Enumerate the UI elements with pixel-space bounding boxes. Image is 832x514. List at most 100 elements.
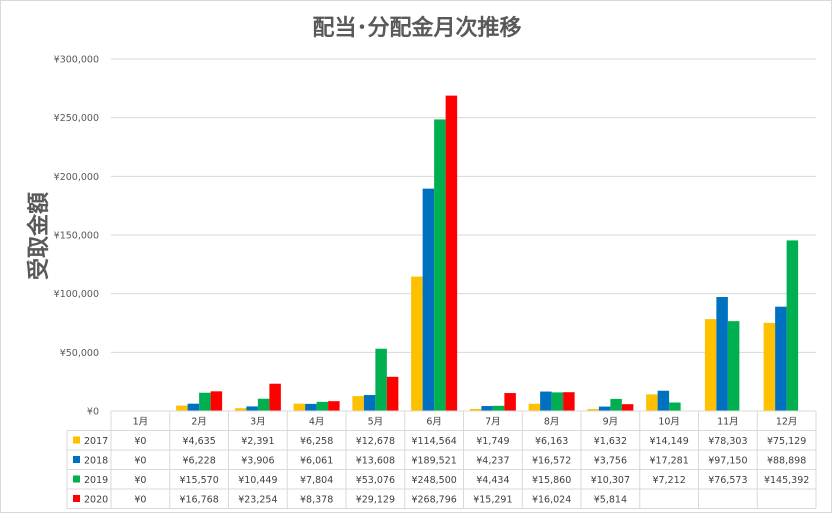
y-tick-label: ¥300,000 <box>54 55 99 66</box>
data-cell: ¥6,163 <box>535 436 568 447</box>
data-cell: ¥78,303 <box>708 436 747 447</box>
x-category-label: 10月 <box>658 417 680 428</box>
data-cell: ¥15,570 <box>179 475 218 486</box>
x-category-label: 3月 <box>250 417 266 428</box>
x-category-label: 9月 <box>603 417 619 428</box>
chart-title: 配当･分配金月次推移 <box>312 15 521 41</box>
data-cell: ¥13,608 <box>356 456 395 467</box>
x-category-label: 11月 <box>717 417 739 428</box>
data-cell: ¥75,129 <box>767 436 806 447</box>
y-tick-label: ¥200,000 <box>54 172 99 183</box>
data-cell: ¥76,573 <box>708 475 747 486</box>
bar-2017-8 <box>587 409 599 411</box>
bar-2017-3 <box>293 403 306 411</box>
data-cell: ¥23,254 <box>238 495 277 506</box>
x-category-label: 2月 <box>191 417 207 428</box>
bar-2019-6 <box>492 405 505 411</box>
data-cell: ¥53,076 <box>356 475 395 486</box>
bar-2020-7 <box>563 392 575 411</box>
data-cell: ¥189,521 <box>411 456 456 467</box>
data-cell: ¥16,768 <box>179 495 218 506</box>
bar-2018-6 <box>481 406 493 411</box>
bar-2018-9 <box>657 390 670 411</box>
data-cell: ¥3,906 <box>241 456 274 467</box>
legend-label-2020: 2020 <box>84 495 108 506</box>
data-cell: ¥17,281 <box>649 456 688 467</box>
data-cell: ¥1,749 <box>476 436 509 447</box>
bar-2018-5 <box>422 188 435 411</box>
bar-2017-5 <box>411 276 423 411</box>
bar-2019-3 <box>316 401 329 411</box>
y-tick-label: ¥250,000 <box>54 113 99 124</box>
gridlines <box>111 58 816 412</box>
data-cell: ¥12,678 <box>356 436 395 447</box>
bar-2019-11 <box>786 240 799 411</box>
data-cell: ¥4,434 <box>476 475 509 486</box>
y-tick-label: ¥150,000 <box>54 231 99 242</box>
bar-2017-10 <box>704 319 717 411</box>
legend-swatch-2017 <box>73 436 80 444</box>
data-cell: ¥5,814 <box>594 495 627 506</box>
data-cell: ¥268,796 <box>411 495 456 506</box>
x-category-label: 12月 <box>776 417 798 428</box>
bar-2017-1 <box>176 405 188 411</box>
bar-2019-7 <box>551 392 564 411</box>
y-tick-label: ¥100,000 <box>54 289 99 300</box>
data-cell: ¥88,898 <box>767 456 806 467</box>
bar-2020-5 <box>445 95 458 411</box>
bar-2019-2 <box>257 398 270 411</box>
bar-2019-5 <box>434 119 446 411</box>
data-cell: ¥16,572 <box>532 456 571 467</box>
bar-2019-9 <box>669 402 681 411</box>
bar-2017-6 <box>469 408 482 411</box>
data-cell: ¥114,564 <box>411 436 456 447</box>
bar-2019-10 <box>727 321 740 411</box>
data-cell: ¥29,129 <box>356 495 395 506</box>
data-cell: ¥15,860 <box>532 475 571 486</box>
bar-2018-2 <box>246 406 258 411</box>
data-cell: ¥7,212 <box>653 475 686 486</box>
y-tick-label: ¥50,000 <box>60 348 99 359</box>
bar-2017-11 <box>763 322 776 411</box>
bar-2019-1 <box>199 392 211 411</box>
bars <box>176 95 799 411</box>
legend-swatch-2020 <box>73 495 80 502</box>
bar-2018-10 <box>716 297 728 411</box>
bar-2019-8 <box>610 398 622 411</box>
bar-2018-11 <box>775 306 787 411</box>
x-category-label: 8月 <box>544 417 560 428</box>
bar-2017-9 <box>646 394 658 411</box>
x-category-label: 1月 <box>133 417 149 428</box>
bar-2018-1 <box>187 403 200 411</box>
bar-2020-4 <box>386 376 399 411</box>
y-tick-label: ¥0 <box>87 407 99 418</box>
data-cell: ¥145,392 <box>764 475 809 486</box>
bar-2020-3 <box>328 401 340 411</box>
data-cell: ¥14,149 <box>649 436 688 447</box>
data-cell: ¥6,061 <box>300 456 333 467</box>
legend-label-2018: 2018 <box>84 456 108 467</box>
bar-2020-6 <box>504 393 516 411</box>
data-cell: ¥97,150 <box>708 456 747 467</box>
data-cell: ¥10,307 <box>591 475 630 486</box>
data-cell: ¥4,635 <box>183 436 216 447</box>
bar-2017-2 <box>234 408 247 411</box>
data-cell: ¥0 <box>134 475 146 486</box>
y-axis-label: 受取金額 <box>26 192 52 280</box>
data-cell: ¥0 <box>134 436 146 447</box>
bar-2020-8 <box>621 404 634 411</box>
legend-label-2019: 2019 <box>84 475 108 486</box>
data-cell: ¥248,500 <box>411 475 456 486</box>
bar-2019-4 <box>375 348 387 411</box>
bar-2020-1 <box>210 391 223 411</box>
data-cell: ¥10,449 <box>238 475 277 486</box>
x-category-label: 4月 <box>309 417 325 428</box>
y-axis-ticks: ¥0 ¥50,000 ¥100,000 ¥150,000 ¥200,000 ¥250,00… <box>54 55 99 418</box>
data-cell: ¥6,228 <box>183 456 216 467</box>
legend-label-2017: 2017 <box>84 436 108 447</box>
bar-2017-7 <box>528 403 541 411</box>
data-cell: ¥16,024 <box>532 495 571 506</box>
data-cell: ¥8,378 <box>300 495 333 506</box>
data-table: 1月 2月 3月 4月 5月 6月 7月 8月 9月 10月 11月 12月 2017 ¥0 ¥4,635 ¥… <box>66 410 817 509</box>
